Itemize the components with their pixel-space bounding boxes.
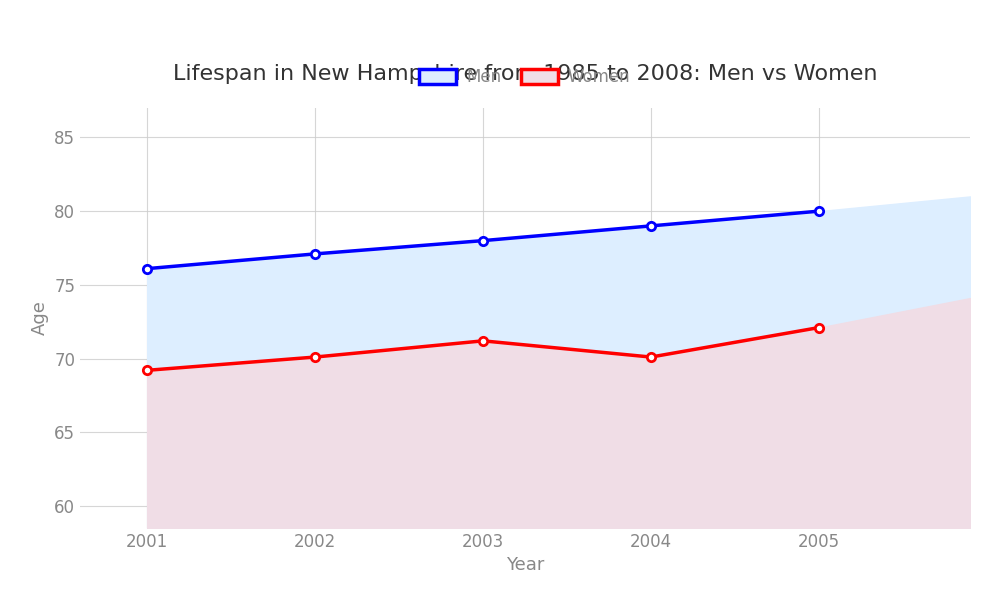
Legend: Men, Women: Men, Women — [413, 62, 637, 93]
Title: Lifespan in New Hampshire from 1985 to 2008: Men vs Women: Lifespan in New Hampshire from 1985 to 2… — [173, 64, 877, 84]
X-axis label: Year: Year — [506, 556, 544, 574]
Y-axis label: Age: Age — [31, 301, 49, 335]
